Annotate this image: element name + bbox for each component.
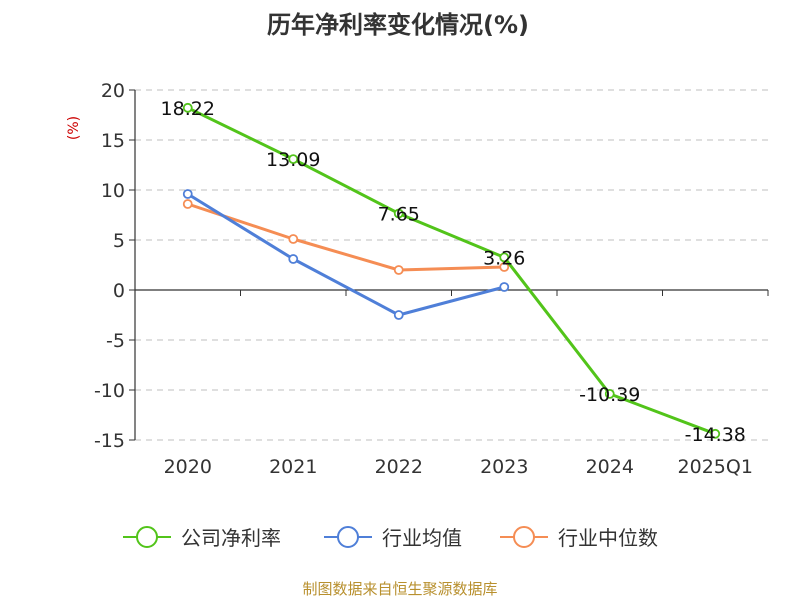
y-tick-label: -15 bbox=[94, 430, 125, 452]
y-tick-label: 15 bbox=[101, 130, 125, 152]
data-label: 7.65 bbox=[378, 204, 420, 226]
legend-label: 行业中位数 bbox=[558, 526, 658, 550]
x-tick-label: 2022 bbox=[375, 456, 423, 478]
y-tick-label: 10 bbox=[101, 180, 125, 202]
legend-swatch-marker bbox=[136, 526, 158, 548]
data-point bbox=[288, 254, 299, 264]
data-point bbox=[393, 310, 404, 320]
data-point bbox=[182, 189, 193, 199]
axes bbox=[129, 89, 769, 441]
data-point bbox=[182, 199, 193, 209]
data-label: 13.09 bbox=[266, 149, 320, 171]
y-tick-label: 20 bbox=[101, 80, 125, 102]
data-point bbox=[499, 282, 510, 292]
data-point bbox=[182, 102, 193, 113]
data-label: 18.22 bbox=[161, 98, 215, 120]
data-point bbox=[710, 428, 721, 439]
x-tick-label: 2021 bbox=[269, 456, 317, 478]
source-note: 制图数据来自恒生聚源数据库 bbox=[302, 580, 497, 598]
chart-title: 历年净利率变化情况(%) bbox=[267, 11, 529, 39]
y-tick-label: -10 bbox=[94, 380, 125, 402]
data-label: -10.39 bbox=[579, 384, 640, 406]
data-point bbox=[604, 388, 615, 399]
x-tick-label: 2020 bbox=[164, 456, 212, 478]
series-line bbox=[187, 202, 505, 272]
legend-swatch-marker bbox=[513, 526, 535, 548]
x-tick-label: 2025Q1 bbox=[678, 456, 753, 478]
legend-label: 公司净利率 bbox=[181, 526, 281, 550]
data-labels: 18.22 13.09 7.65 3.26 -10.39 -14.38 bbox=[161, 98, 746, 446]
series-group bbox=[182, 102, 721, 439]
data-label: 3.26 bbox=[483, 247, 525, 269]
data-point bbox=[499, 252, 510, 263]
data-point bbox=[393, 208, 404, 219]
x-tick-label: 2024 bbox=[586, 456, 634, 478]
legend: 公司净利率 行业均值 行业中位数 bbox=[123, 526, 658, 550]
x-tick-label: 2023 bbox=[480, 456, 528, 478]
y-tick-labels: 20 15 10 5 0 -5 -10 -15 bbox=[94, 80, 125, 452]
y-tick-label: 5 bbox=[113, 230, 125, 252]
series-line bbox=[187, 106, 716, 436]
legend-label: 行业均值 bbox=[382, 526, 462, 550]
data-point bbox=[393, 265, 404, 275]
data-point bbox=[288, 154, 299, 165]
data-label: -14.38 bbox=[685, 424, 746, 446]
y-axis-label: (%) bbox=[66, 116, 82, 140]
series-line bbox=[186, 192, 505, 317]
y-tick-label: -5 bbox=[106, 330, 125, 352]
grid-lines bbox=[135, 89, 768, 441]
data-point bbox=[288, 234, 299, 244]
legend-swatch-marker bbox=[337, 526, 359, 548]
x-tick-labels: 2020 2021 2022 2023 2024 2025Q1 bbox=[164, 456, 753, 478]
data-point bbox=[499, 262, 510, 272]
y-tick-label: 0 bbox=[113, 280, 125, 302]
